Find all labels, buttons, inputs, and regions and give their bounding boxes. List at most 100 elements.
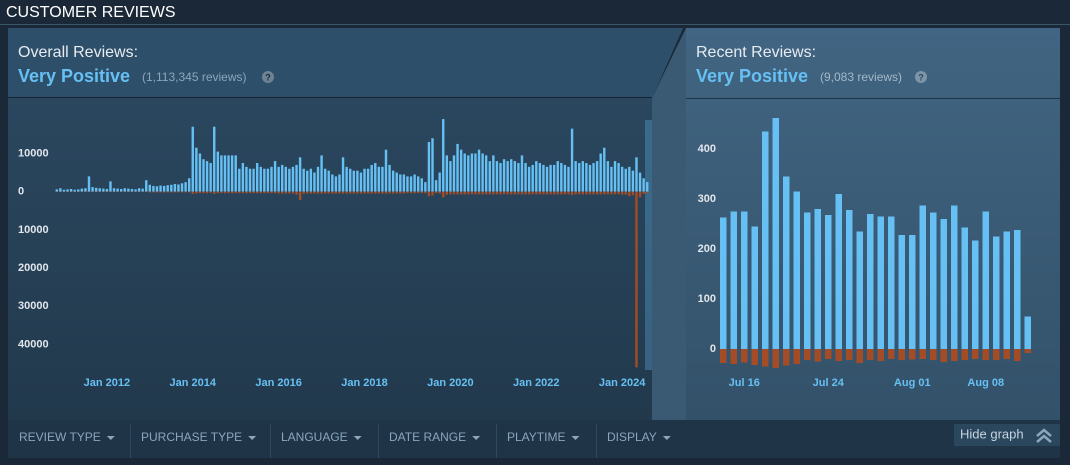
bar <box>323 168 327 192</box>
bar <box>635 157 638 192</box>
bar <box>452 155 456 192</box>
bar <box>982 349 989 360</box>
bar <box>424 182 427 192</box>
bar <box>374 191 377 194</box>
bar <box>238 191 241 194</box>
bar <box>241 163 245 192</box>
bar <box>191 191 194 194</box>
bar <box>316 191 320 194</box>
bar <box>438 172 441 192</box>
bar <box>388 191 391 194</box>
bar <box>241 191 245 194</box>
bar <box>302 168 305 192</box>
bar <box>445 191 449 195</box>
bar <box>520 191 524 195</box>
filter-label[interactable]: PLAYTIME <box>507 430 565 444</box>
bar <box>463 153 466 192</box>
bar <box>567 166 570 192</box>
dropdown-arrow <box>353 436 362 440</box>
bar <box>456 191 459 195</box>
filter-divider <box>496 424 497 458</box>
x-tick-label: Jan 2016 <box>255 377 301 389</box>
bar <box>155 191 159 193</box>
bar <box>542 164 545 192</box>
bar <box>467 191 470 195</box>
filter-label[interactable]: DISPLAY <box>607 430 657 444</box>
bar <box>209 191 212 193</box>
bar <box>919 205 926 349</box>
bar <box>306 170 309 192</box>
bar <box>628 166 631 192</box>
filter-label[interactable]: PURCHASE TYPE <box>141 430 242 444</box>
bar <box>595 161 599 192</box>
bar <box>449 191 452 195</box>
bar <box>499 191 502 195</box>
bar <box>574 191 577 195</box>
bar <box>751 349 758 365</box>
bar <box>341 157 345 192</box>
bar <box>499 163 502 192</box>
bar <box>909 349 916 360</box>
bar <box>481 153 484 192</box>
bar <box>102 188 105 192</box>
bar <box>216 151 220 192</box>
bar <box>255 163 259 192</box>
bar <box>762 349 769 367</box>
bar <box>560 163 563 192</box>
bar <box>502 159 506 192</box>
bar <box>152 191 155 193</box>
bar <box>972 349 979 359</box>
filter-label[interactable]: REVIEW TYPE <box>19 430 101 444</box>
bar <box>527 166 531 192</box>
bar <box>220 191 223 194</box>
bar <box>341 191 345 194</box>
bar <box>263 191 266 194</box>
bar <box>334 176 338 192</box>
bar <box>741 211 748 349</box>
bar <box>80 188 84 192</box>
bar <box>209 163 212 192</box>
bar <box>213 191 216 194</box>
bar <box>119 188 123 192</box>
bar <box>406 176 409 192</box>
help-icon[interactable] <box>262 71 274 83</box>
bar <box>867 214 874 349</box>
recent-rating: Very Positive <box>696 66 808 86</box>
bar <box>646 191 649 194</box>
bar <box>492 155 495 192</box>
bar <box>406 191 409 194</box>
filter-label[interactable]: DATE RANGE <box>389 430 466 444</box>
hide-graph-button[interactable] <box>954 424 1060 446</box>
x-tick-label: Jul 16 <box>729 377 760 389</box>
bar <box>595 191 599 195</box>
bar <box>166 185 169 192</box>
bar <box>370 191 373 194</box>
bar <box>445 155 449 192</box>
x-tick-label: Jan 2014 <box>170 377 217 389</box>
y-tick-label: 100 <box>698 293 716 305</box>
help-icon[interactable] <box>915 71 927 83</box>
bar <box>388 164 391 192</box>
help-icon-text: ? <box>265 72 271 82</box>
bar <box>581 161 585 192</box>
bar <box>277 166 280 192</box>
bar <box>195 191 198 194</box>
bar <box>538 191 542 195</box>
bar <box>552 191 556 195</box>
bar <box>1024 349 1031 353</box>
bar <box>510 159 513 192</box>
bar <box>177 191 180 193</box>
y-tick-label: 300 <box>698 193 716 205</box>
bar <box>951 349 958 361</box>
filter-label[interactable]: LANGUAGE <box>281 430 348 444</box>
bar <box>359 172 363 192</box>
bar <box>137 188 141 192</box>
x-tick-label: Jul 24 <box>813 377 845 389</box>
bar <box>531 191 534 195</box>
bar <box>270 166 273 192</box>
bar <box>277 191 280 194</box>
y-tick-label: 0 <box>18 186 24 198</box>
chevron-icon <box>1036 428 1052 443</box>
bar <box>384 191 388 194</box>
bar <box>804 349 811 360</box>
